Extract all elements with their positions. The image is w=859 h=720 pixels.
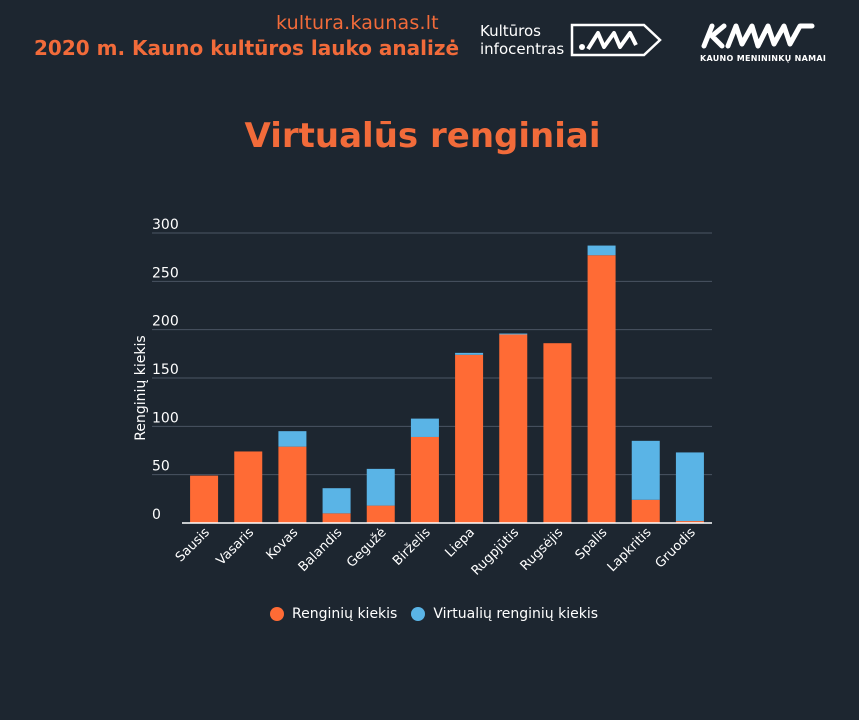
x-tick-label: Sausis [173, 525, 213, 565]
bar-events [499, 334, 528, 523]
x-tick-label: Gegužė [344, 525, 390, 571]
x-tick-label: Balandis [296, 525, 346, 575]
bar-events [410, 436, 439, 523]
x-tick-label: Kovas [264, 525, 302, 563]
kmn-mark-icon [701, 23, 815, 49]
bar-events [366, 505, 395, 523]
legend-item-events: Renginių kiekis [270, 606, 397, 622]
bar-virtual [410, 418, 439, 437]
y-tick-label: 200 [152, 314, 179, 330]
bar-events [322, 513, 351, 523]
bar-virtual [675, 452, 704, 522]
kauno-menininku-namai-logo: KAUNO MENININKŲ NAMAI [700, 22, 826, 63]
bar-events [675, 521, 704, 523]
legend-swatch-virtual [411, 607, 426, 621]
x-tick-label: Birželis [390, 525, 434, 569]
y-tick-label: 300 [152, 217, 179, 233]
logo-line-1: Kultūros [480, 22, 541, 40]
bar-virtual [631, 440, 660, 500]
y-tick-label: 50 [152, 459, 170, 475]
kulturos-infocentras-logo: Kultūros infocentras [480, 22, 662, 58]
bar-events [278, 446, 307, 523]
bar-virtual [278, 431, 307, 447]
y-tick-label: 250 [152, 265, 179, 281]
report-title: 2020 m. Kauno kultūros lauko analizė [34, 36, 460, 60]
bar-events [587, 255, 616, 523]
bar-virtual [499, 333, 528, 335]
logo-line-2: infocentras [480, 40, 565, 58]
legend-label-events: Renginių kiekis [292, 606, 398, 622]
x-tick-label: Liepa [443, 525, 478, 560]
bar-events [631, 499, 660, 523]
legend-swatch-events [270, 607, 284, 621]
legend: Renginių kiekis Virtualių renginių kieki… [270, 606, 612, 622]
bar-virtual [455, 352, 484, 355]
legend-label-virtual: Virtualių renginių kiekis [433, 606, 599, 622]
chart-title: Virtualūs renginiai [244, 116, 601, 156]
x-tick-label: Spalis [573, 525, 611, 563]
y-tick-label: 0 [152, 507, 161, 523]
y-tick-label: 150 [152, 362, 179, 378]
x-tick-label: Lapkritis [605, 525, 655, 575]
site-url: kultura.kaunas.lt [276, 12, 439, 34]
bar-virtual [366, 468, 395, 506]
bar-events [190, 475, 219, 523]
x-tick-label: Vasaris [214, 525, 258, 569]
bar-events [455, 354, 484, 523]
bar-events [543, 343, 572, 523]
y-axis-label: Renginių kiekis [133, 335, 149, 440]
x-tick-label: Gruodis [653, 525, 699, 571]
bar-virtual [322, 488, 351, 514]
y-tick-label: 100 [152, 410, 179, 426]
ticket-arrow-icon [570, 23, 662, 57]
x-tick-label: Rugsėjis [518, 525, 567, 574]
x-tick-label: Rugpjūtis [469, 525, 523, 579]
bar-virtual [587, 245, 616, 256]
logo-subtitle: KAUNO MENININKŲ NAMAI [700, 54, 827, 63]
legend-item-virtual: Virtualių renginių kiekis [411, 606, 598, 622]
bar-events [234, 451, 263, 523]
